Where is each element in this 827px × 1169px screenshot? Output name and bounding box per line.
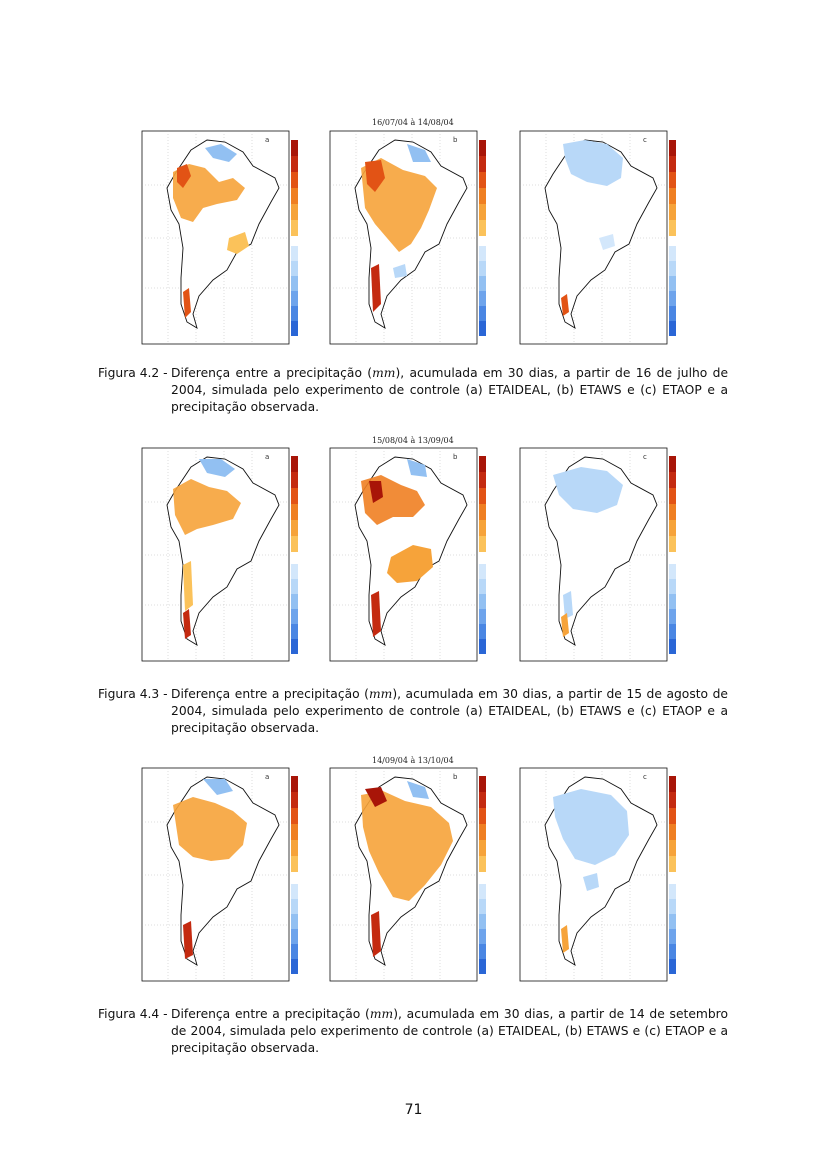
precipitation-map-c: c [519,447,668,662]
map-panel-a: a [133,765,291,987]
precipitation-map-a: a [141,767,290,982]
colorbar-b [479,456,507,660]
colorbar-c [669,456,697,660]
map-panel-b: b [321,445,479,667]
panel-letter: c [643,136,647,144]
map-title: 16/07/04 à 14/08/04 [372,118,454,127]
figure-caption: Figura 4.4 - Diferença entre a precipita… [98,1006,728,1057]
map-panel-b: b [321,765,479,987]
precipitation-map-c: c [519,767,668,982]
panel-letter: b [453,453,458,461]
precipitation-map-a: a [141,447,290,662]
panel-letter: c [643,453,647,461]
precipitation-map-b: b [329,767,478,982]
panel-letter: c [643,773,647,781]
colorbar-a [291,456,319,660]
caption-text: Diferença entre a precipitação (mm), acu… [171,366,729,414]
colorbar-c [669,776,697,980]
caption-label: Figura 4.3 - [98,687,168,701]
colorbar-a [291,140,319,342]
unit-mm: mm [369,1007,394,1021]
panel-letter: a [265,136,269,144]
precipitation-map-c: c [519,130,668,345]
page-number: 71 [404,1102,423,1118]
map-title: 14/09/04 à 13/10/04 [372,756,454,765]
caption-text: Diferença entre a precipitação (mm), acu… [171,1007,728,1055]
figure-caption: Figura 4.3 - Diferença entre a precipita… [98,686,728,737]
colorbar-a [291,776,319,980]
map-panel-c: c [511,445,669,667]
unit-mm: mm [372,366,396,380]
precipitation-map-b: b [329,447,478,662]
caption-label: Figura 4.4 - [98,1007,168,1021]
map-panel-a: a [133,445,291,667]
panel-letter: b [453,773,458,781]
colorbar-b [479,776,507,980]
figure-caption: Figura 4.2 - Diferença entre a precipita… [98,365,728,416]
panel-letter: a [265,453,269,461]
map-title: 15/08/04 à 13/09/04 [372,436,454,445]
map-panel-c: c [511,765,669,987]
caption-label: Figura 4.2 - [98,366,168,380]
unit-mm: mm [368,687,393,701]
caption-text: Diferença entre a precipitação (mm), acu… [171,687,728,735]
colorbar-b [479,140,507,342]
colorbar-c [669,140,697,342]
precipitation-map-b: b [329,130,478,345]
precipitation-map-a: a [141,130,290,345]
map-panel-a: a [133,128,291,350]
map-panel-b: b [321,128,479,350]
panel-letter: b [453,136,458,144]
panel-letter: a [265,773,269,781]
map-panel-c: c [511,128,669,350]
